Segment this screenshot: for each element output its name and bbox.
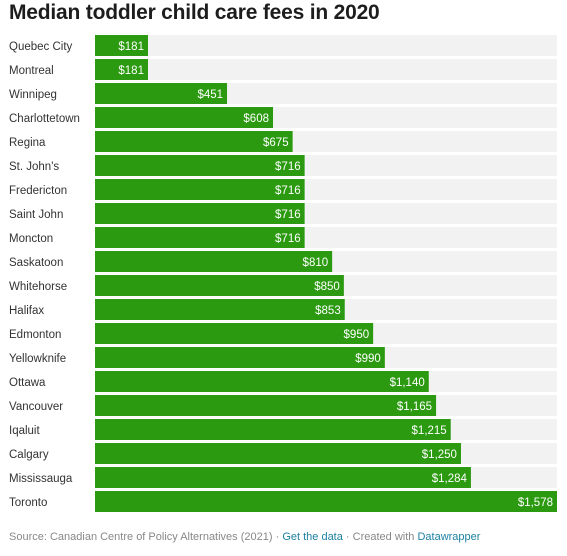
category-label: Montreal <box>9 65 54 77</box>
created-with-text: · Created with <box>342 531 418 543</box>
category-label: Saint John <box>9 209 63 221</box>
category-label: St. John's <box>9 161 59 173</box>
bar <box>95 59 148 80</box>
category-label: Toronto <box>9 497 47 509</box>
bar <box>95 35 148 56</box>
category-label: Regina <box>9 137 46 149</box>
data-label: $1,284 <box>432 473 468 485</box>
bar <box>95 347 385 368</box>
chart-title: Median toddler child care fees in 2020 <box>9 1 380 24</box>
category-label: Iqaluit <box>9 425 40 437</box>
data-label: $675 <box>263 137 289 149</box>
category-label: Ottawa <box>9 377 46 389</box>
bar <box>95 323 374 344</box>
bar <box>95 155 305 176</box>
data-label: $810 <box>303 257 329 269</box>
category-label: Fredericton <box>9 185 67 197</box>
category-label: Yellowknife <box>9 353 66 365</box>
data-label: $850 <box>314 281 340 293</box>
data-label: $990 <box>355 353 381 365</box>
bar-track <box>95 35 557 56</box>
data-label: $716 <box>275 185 301 197</box>
bar <box>95 491 557 512</box>
category-label: Saskatoon <box>9 257 63 269</box>
category-label: Winnipeg <box>9 89 57 101</box>
bar <box>95 107 274 128</box>
category-label: Halifax <box>9 305 44 317</box>
data-label: $181 <box>118 41 144 53</box>
category-label: Mississauga <box>9 473 73 485</box>
data-label: $1,165 <box>397 401 432 413</box>
bar <box>95 467 471 488</box>
category-label: Whitehorse <box>9 281 67 293</box>
data-label: $608 <box>243 113 269 125</box>
bar <box>95 203 305 224</box>
category-label: Moncton <box>9 233 53 245</box>
datawrapper-link[interactable]: Datawrapper <box>417 531 481 543</box>
bar <box>95 371 429 392</box>
bar <box>95 395 437 416</box>
data-label: $716 <box>275 161 301 173</box>
bar-track <box>95 59 557 80</box>
bar <box>95 251 333 272</box>
data-label: $1,250 <box>422 449 457 461</box>
category-label: Charlottetown <box>9 113 80 125</box>
data-label: $853 <box>315 305 341 317</box>
bar <box>95 275 344 296</box>
bar <box>95 299 345 320</box>
data-label: $716 <box>275 209 301 221</box>
category-label: Vancouver <box>9 401 63 413</box>
source-note: Source: Canadian Centre of Policy Altern… <box>9 531 283 543</box>
data-label: $1,578 <box>518 497 553 509</box>
data-label: $950 <box>344 329 370 341</box>
category-label: Edmonton <box>9 329 61 341</box>
data-label: $1,215 <box>412 425 447 437</box>
bar <box>95 443 461 464</box>
bar <box>95 419 451 440</box>
category-label: Calgary <box>9 449 49 461</box>
category-label: Quebec City <box>9 41 73 53</box>
bar <box>95 179 305 200</box>
data-label: $716 <box>275 233 301 245</box>
bar-chart: Quebec City $181 Montreal $181 Winnipeg $451 C… <box>9 35 557 512</box>
bar <box>95 83 228 104</box>
data-label: $451 <box>197 89 223 101</box>
bar <box>95 131 293 152</box>
chart-footer: Source: Canadian Centre of Policy Altern… <box>9 531 480 543</box>
bar <box>95 227 305 248</box>
data-label: $1,140 <box>390 377 425 389</box>
get-the-data-link[interactable]: Get the data <box>282 531 343 543</box>
data-label: $181 <box>118 65 144 77</box>
